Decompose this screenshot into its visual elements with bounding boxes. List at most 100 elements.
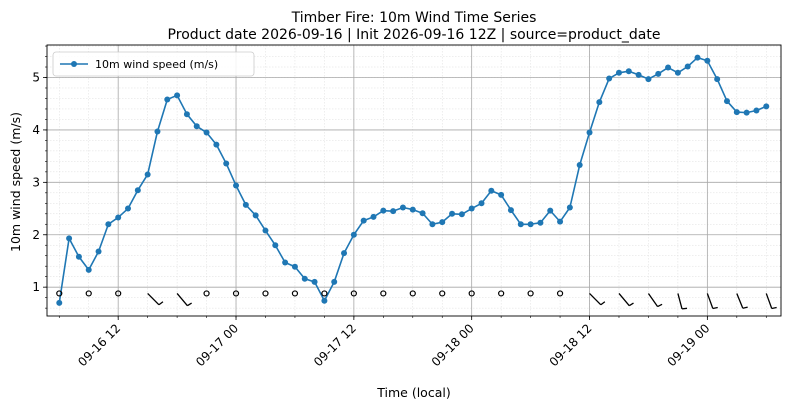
data-point <box>154 128 161 135</box>
wind-barb-flag <box>742 306 748 309</box>
data-point <box>468 205 475 212</box>
data-point <box>684 63 691 70</box>
data-point <box>144 171 151 178</box>
data-point <box>183 111 190 118</box>
data-point <box>95 248 102 255</box>
wind-barb-staff <box>589 293 602 306</box>
wind-barb-staff <box>765 293 773 309</box>
legend-box <box>52 51 255 77</box>
wind-calm-marker <box>556 290 564 297</box>
data-point <box>75 253 82 260</box>
data-point <box>596 99 603 106</box>
legend-marker <box>71 61 77 67</box>
wind-calm-marker <box>291 290 299 297</box>
wind-barb <box>589 293 606 306</box>
wind-barb-staff <box>618 293 630 307</box>
data-point <box>665 64 672 71</box>
data-point <box>174 92 181 99</box>
wind-barb-flag <box>187 302 192 307</box>
data-point <box>193 123 200 130</box>
wind-barb-flag <box>681 307 688 310</box>
data-point <box>763 103 770 110</box>
data-point <box>674 69 681 76</box>
chart-subtitle: Product date 2026-09-16 | Init 2026-09-1… <box>168 27 661 43</box>
wind-barb-flag <box>600 301 606 306</box>
wind-barb <box>647 293 663 308</box>
data-point <box>242 201 249 208</box>
wind-barb-flag <box>628 302 634 307</box>
data-point <box>517 221 524 228</box>
data-point <box>704 57 711 64</box>
data-point <box>164 96 171 103</box>
wind-barb <box>176 293 192 307</box>
data-point <box>301 275 308 282</box>
plot-area: 1 2 3 4 5 09-16 12 09-17 00 09-17 12 09-18 00 09-… <box>32 44 782 369</box>
wind-calm-marker <box>232 290 240 297</box>
data-point <box>419 210 426 217</box>
data-point <box>723 98 730 105</box>
data-point <box>311 278 318 285</box>
legend-label: 10m wind speed (m/s) <box>95 58 218 71</box>
data-point <box>557 218 564 225</box>
wind-barb-flag <box>712 306 718 310</box>
data-point <box>586 129 593 136</box>
y-tick-label: 4 <box>32 123 40 137</box>
data-point <box>694 54 701 61</box>
data-point <box>115 214 122 221</box>
data-point <box>576 162 583 169</box>
data-point <box>134 187 141 194</box>
data-point <box>66 235 73 242</box>
x-tick-label: 09-18 12 <box>547 321 595 369</box>
data-point <box>635 71 642 78</box>
wind-barb <box>618 293 634 307</box>
axes-frame <box>46 44 782 317</box>
wind-calm-marker <box>468 290 475 297</box>
data-point <box>291 263 298 270</box>
data-point <box>645 76 652 83</box>
wind-calm-marker <box>321 290 328 297</box>
data-point <box>625 68 632 75</box>
data-point <box>233 182 240 189</box>
data-point <box>458 211 465 218</box>
wind-barb-flag <box>771 306 777 310</box>
data-point <box>655 70 662 77</box>
data-point <box>105 221 112 228</box>
data-point <box>507 207 514 214</box>
data-point <box>606 75 613 82</box>
data-point <box>399 204 406 211</box>
data-point <box>488 187 495 194</box>
data-point <box>272 242 279 249</box>
wind-calm-marker <box>262 290 269 297</box>
data-point <box>331 278 338 285</box>
x-tick-label: 09-17 12 <box>311 321 359 369</box>
wind-barb <box>677 293 688 310</box>
data-point <box>449 210 456 217</box>
data-point <box>125 205 132 212</box>
wind-barb <box>765 293 777 310</box>
data-point <box>478 200 485 207</box>
chart-title: Timber Fire: 10m Wind Time Series <box>291 10 537 26</box>
grid <box>47 45 781 316</box>
data-point <box>498 191 505 198</box>
wind-barb-staff <box>147 293 160 306</box>
wind-calm-marker <box>439 290 446 297</box>
data-point <box>213 141 220 148</box>
data-point <box>743 109 750 116</box>
data-point <box>85 266 92 273</box>
wind-calm-marker <box>203 290 210 297</box>
data-point <box>223 160 230 167</box>
data-point <box>527 221 534 228</box>
wind-calm-marker <box>409 290 416 297</box>
wind-calm-marker <box>56 290 63 297</box>
wind-barb-staff <box>176 293 188 307</box>
data-point <box>409 206 416 213</box>
data-point <box>370 213 377 220</box>
wind-calm-marker <box>115 290 122 297</box>
wind-barb <box>706 293 718 310</box>
data-point <box>439 219 446 226</box>
data-point <box>429 221 436 228</box>
data-point <box>714 76 721 83</box>
x-tick-label: 09-16 12 <box>75 321 123 369</box>
